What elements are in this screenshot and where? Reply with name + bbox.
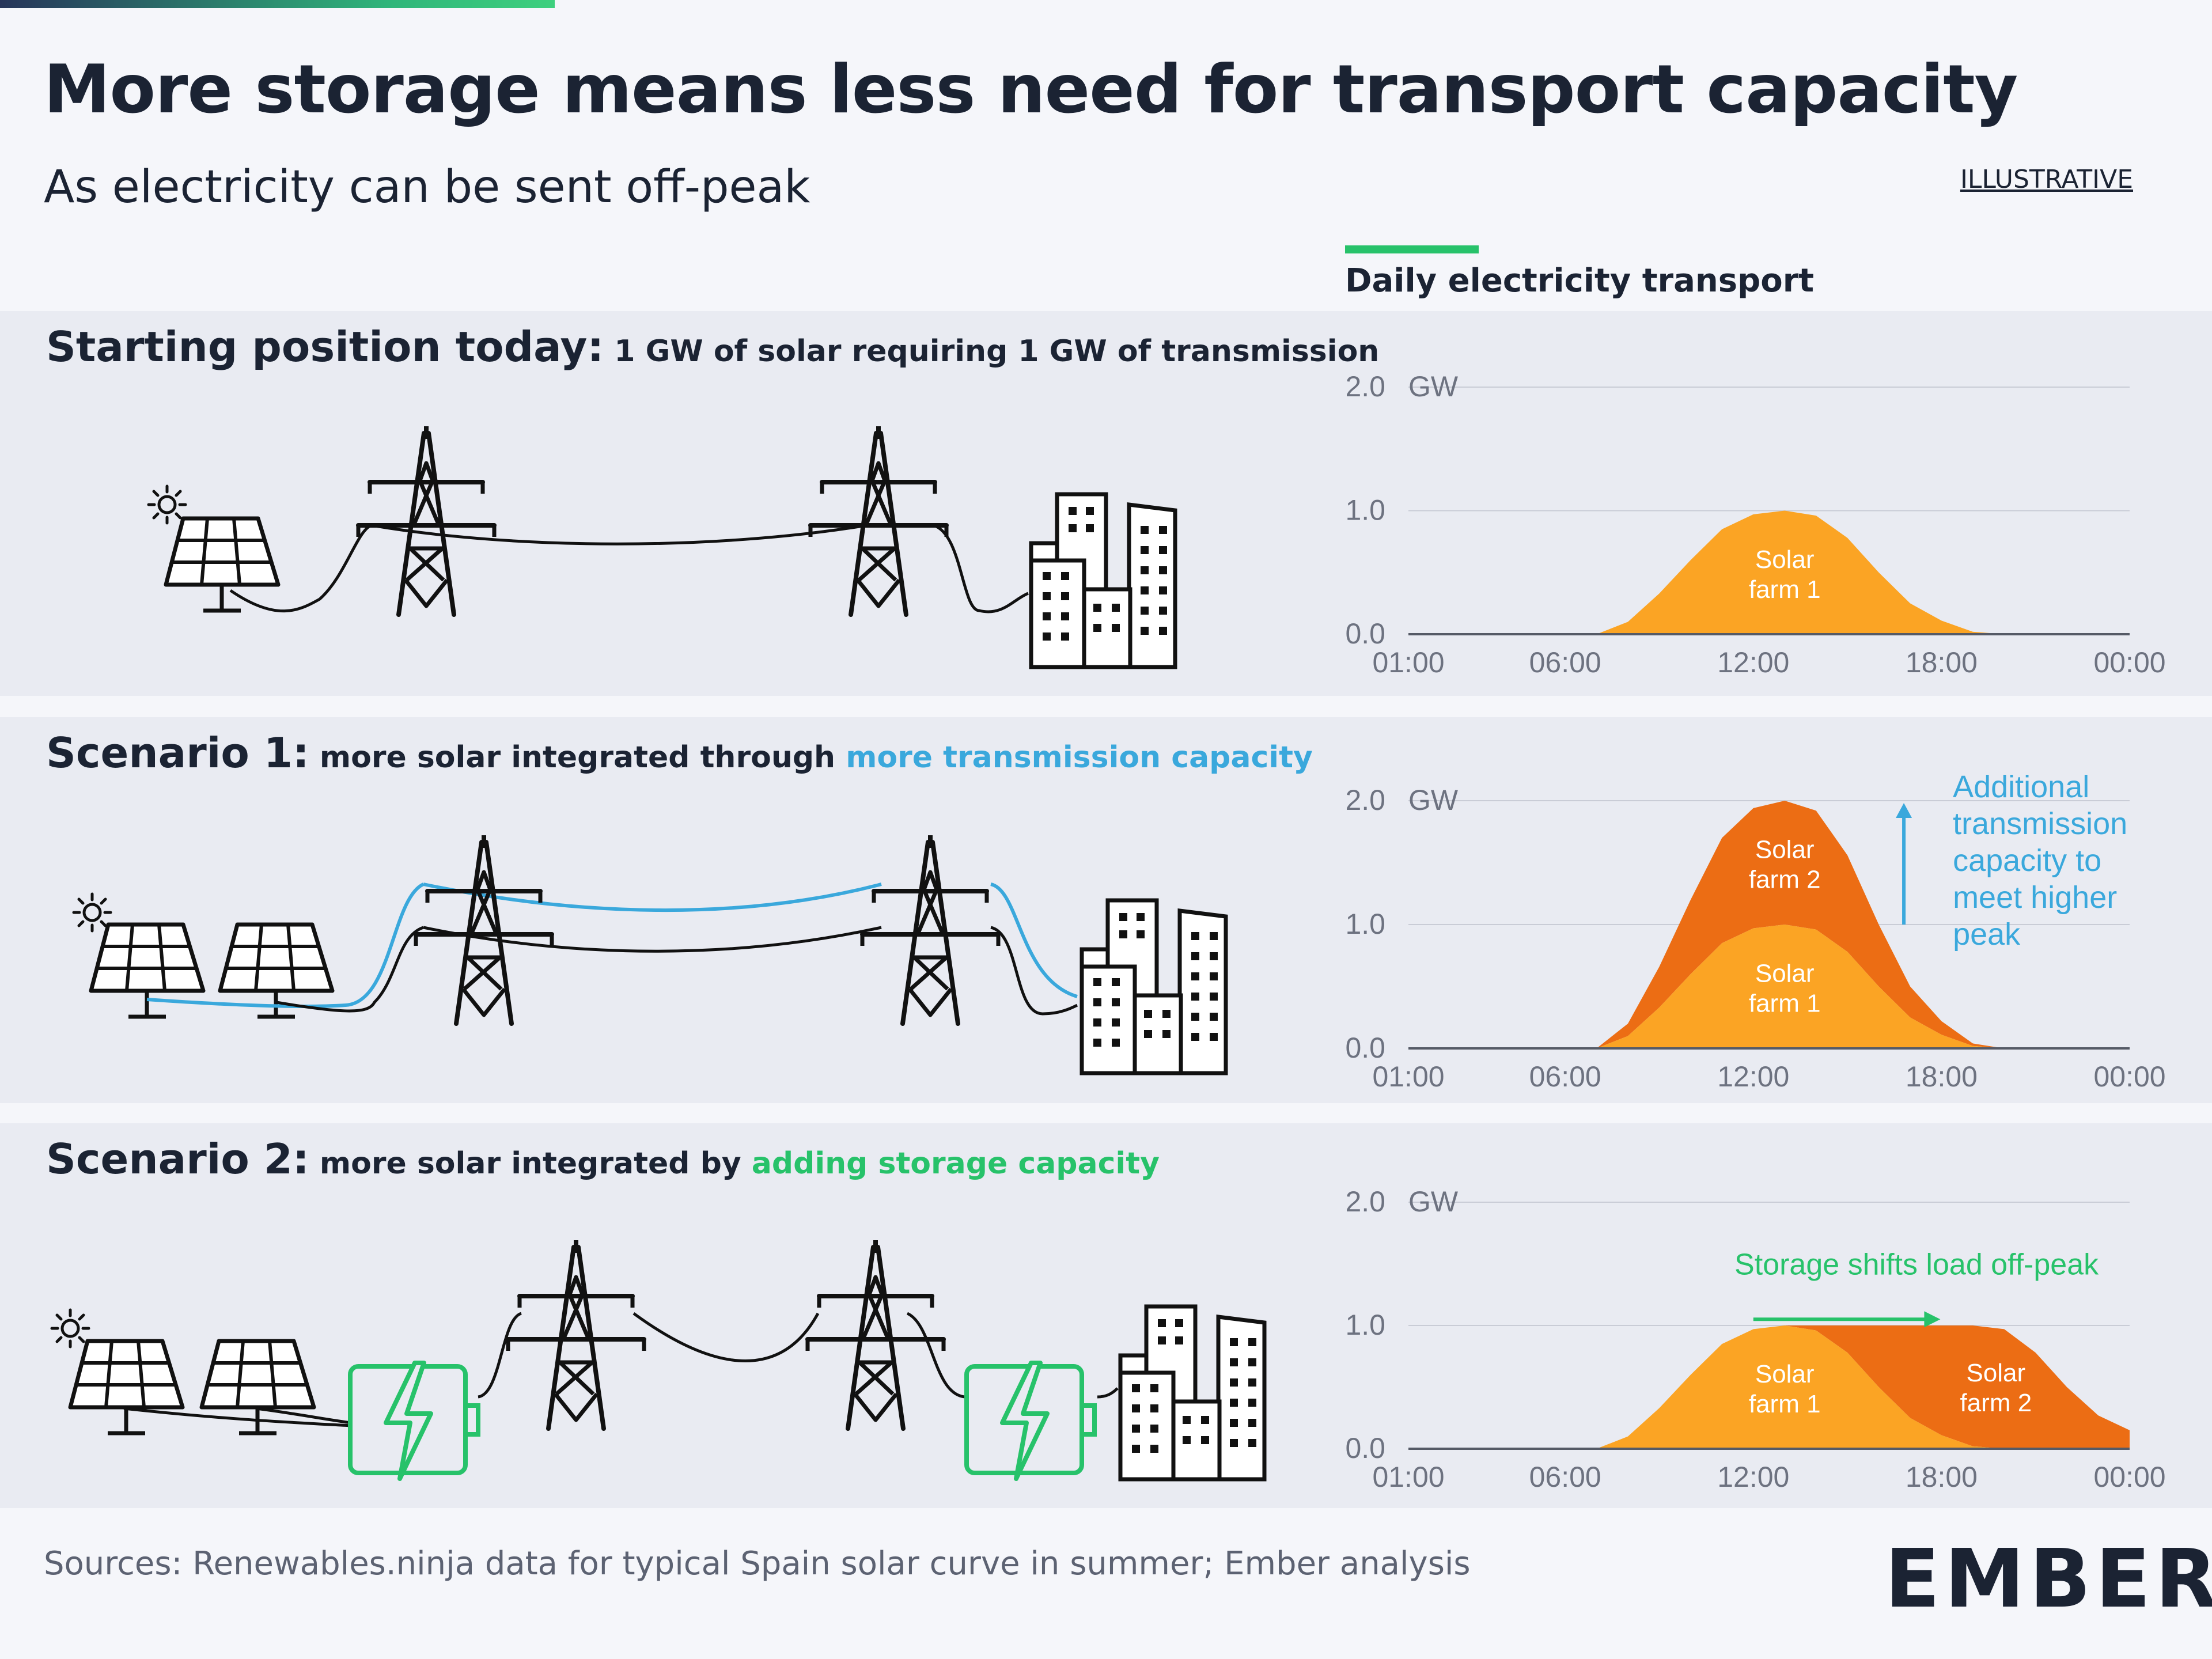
chart-header: Daily electricity transport xyxy=(1345,262,1815,300)
y-tick-label: 2.0 xyxy=(1345,784,1385,816)
panel-title-highlight: more transmission capacity xyxy=(846,740,1313,775)
area-series-1 xyxy=(1408,1325,2130,1449)
chart-scenario-2: 0.0 1.0 2.0 GW 01:00 06:00 12:00 18:00 00:00 Sola… xyxy=(1345,1185,2165,1493)
illustration-starting xyxy=(149,426,1175,667)
panel-title-lead: Scenario 2: xyxy=(46,1135,309,1183)
series-label: farm 1 xyxy=(1749,1390,1821,1418)
y-tick-label: 1.0 xyxy=(1345,908,1385,940)
panel-title-scenario-1: Scenario 1: more solar integrated throug… xyxy=(46,729,1313,777)
panel-title-lead: Starting position today: xyxy=(46,323,604,371)
area-series-2 xyxy=(1408,1325,2130,1449)
annotation-text: Additional xyxy=(1953,770,2089,804)
x-tick-label: 12:00 xyxy=(1717,1060,1789,1093)
x-tick-label: 01:00 xyxy=(1372,1060,1444,1093)
panel-title-rest: more solar integrated through xyxy=(309,740,846,775)
y-tick-label: 0.0 xyxy=(1345,1432,1385,1464)
y-unit-label: GW xyxy=(1408,784,1459,816)
x-tick-label: 00:00 xyxy=(2093,646,2165,679)
y-tick-label: 1.0 xyxy=(1345,494,1385,527)
y-tick-label: 0.0 xyxy=(1345,1032,1385,1064)
x-tick-label: 00:00 xyxy=(2093,1461,2165,1493)
chart-header-accent xyxy=(1345,245,1479,253)
series-label: Solar xyxy=(1755,546,1815,574)
series-label: farm 2 xyxy=(1749,866,1821,894)
series-label: farm 1 xyxy=(1749,990,1821,1018)
area-series-1 xyxy=(1408,510,2130,634)
top-accent-bar xyxy=(0,0,555,8)
y-tick-label: 0.0 xyxy=(1345,618,1385,650)
x-tick-label: 12:00 xyxy=(1717,646,1789,679)
x-tick-label: 18:00 xyxy=(1906,1060,1978,1093)
panel-title-lead: Scenario 1: xyxy=(46,729,309,777)
page-subtitle: As electricity can be sent off-peak xyxy=(44,161,810,213)
series-label: Solar xyxy=(1755,836,1815,864)
sources-footer: Sources: Renewables.ninja data for typic… xyxy=(44,1545,1471,1582)
panel-title-starting: Starting position today: 1 GW of solar r… xyxy=(46,323,1379,371)
x-tick-label: 06:00 xyxy=(1529,646,1601,679)
series-label: farm 2 xyxy=(1960,1389,2032,1417)
y-tick-label: 2.0 xyxy=(1345,1185,1385,1218)
panel-title-rest: 1 GW of solar requiring 1 GW of transmis… xyxy=(604,334,1380,369)
panel-title-highlight: adding storage capacity xyxy=(751,1146,1160,1181)
annotation-text: meet higher xyxy=(1953,880,2117,915)
annotation-arrow-head xyxy=(1896,803,1912,818)
series-label: Solar xyxy=(1966,1359,2025,1387)
illustration-scenario-2 xyxy=(52,1240,1264,1479)
y-unit-label: GW xyxy=(1408,370,1459,403)
annotation-text: peak xyxy=(1953,917,2021,952)
x-tick-label: 06:00 xyxy=(1529,1461,1601,1493)
x-tick-label: 18:00 xyxy=(1906,646,1978,679)
x-tick-label: 01:00 xyxy=(1372,646,1444,679)
annotation-text: transmission xyxy=(1953,806,2127,841)
x-tick-label: 12:00 xyxy=(1717,1461,1789,1493)
x-tick-label: 01:00 xyxy=(1372,1461,1444,1493)
annotation-text: capacity to xyxy=(1953,843,2101,878)
y-unit-label: GW xyxy=(1408,1185,1459,1218)
annotation-arrow-head xyxy=(1924,1311,1941,1328)
x-tick-label: 00:00 xyxy=(2093,1060,2165,1093)
page-title: More storage means less need for transpo… xyxy=(44,51,2018,128)
chart-scenario-1: 0.0 1.0 2.0 GW 01:00 06:00 12:00 18:00 00:00 Sola… xyxy=(1345,770,2165,1093)
area-series-2 xyxy=(1408,801,2130,1048)
annotation-text: Storage shifts load off-peak xyxy=(1734,1248,2099,1281)
illustrations xyxy=(0,0,1325,1659)
illustrative-tag: ILLUSTRATIVE xyxy=(1960,165,2133,194)
series-label: Solar xyxy=(1755,1360,1815,1388)
panel-title-rest: more solar integrated by xyxy=(309,1146,752,1181)
series-label: farm 1 xyxy=(1749,575,1821,604)
illustration-scenario-1 xyxy=(74,835,1226,1073)
chart-starting-position: 0.0 1.0 2.0 GW 01:00 06:00 12:00 18:00 00:00 Sola… xyxy=(1345,370,2165,679)
ember-logo: EMBER xyxy=(1885,1532,2212,1626)
x-tick-label: 18:00 xyxy=(1906,1461,1978,1493)
x-tick-label: 06:00 xyxy=(1529,1060,1601,1093)
area-series-1 xyxy=(1408,925,2130,1048)
y-tick-label: 1.0 xyxy=(1345,1309,1385,1341)
panel-title-scenario-2: Scenario 2: more solar integrated by add… xyxy=(46,1135,1160,1183)
series-label: Solar xyxy=(1755,960,1815,988)
y-tick-label: 2.0 xyxy=(1345,370,1385,403)
